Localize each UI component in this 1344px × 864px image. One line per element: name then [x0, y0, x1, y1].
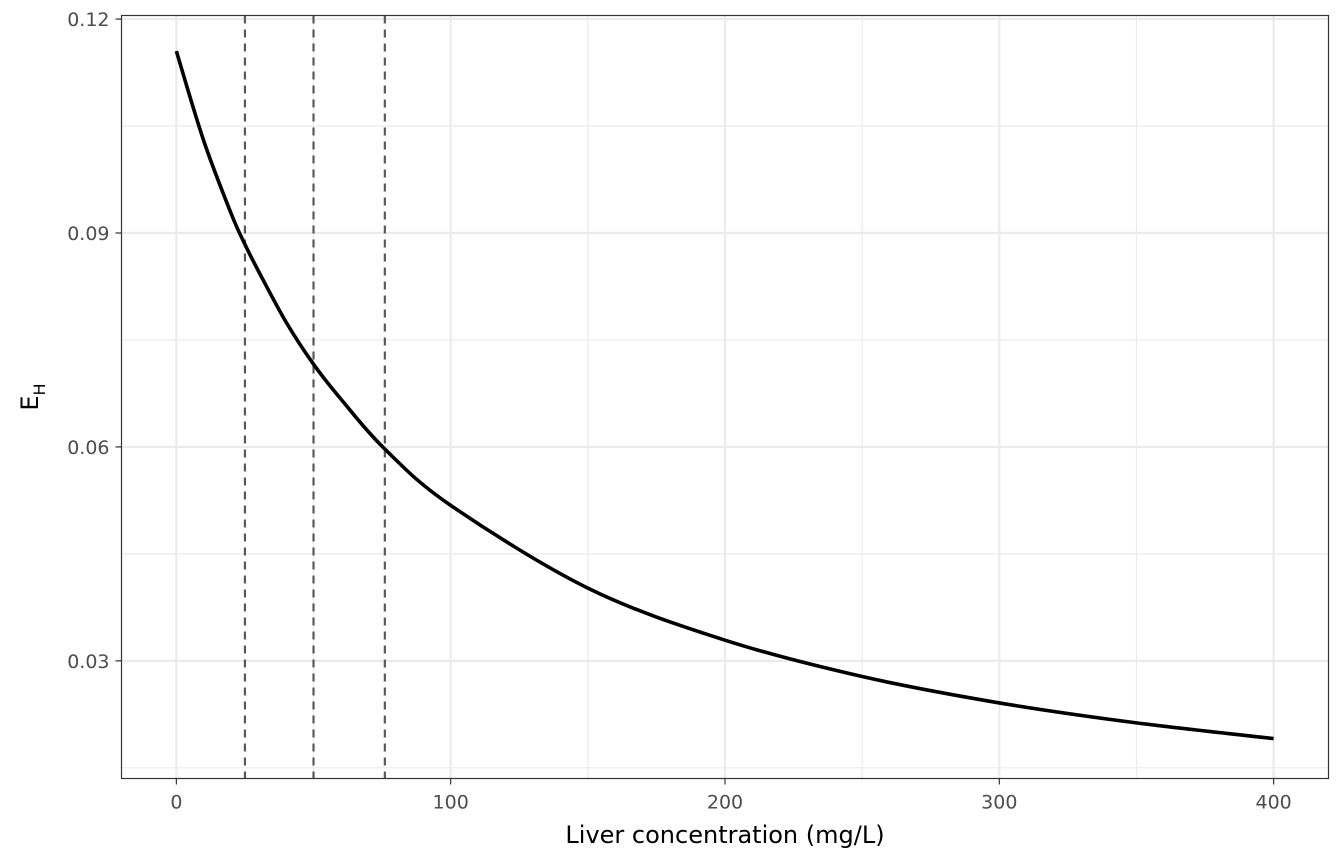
x-tick-label: 100 [433, 792, 469, 814]
reference-lines [243, 15, 386, 779]
axis-ticks [115, 18, 1275, 785]
x-tick-label: 400 [1256, 792, 1292, 814]
y-axis-title: EH [16, 383, 49, 410]
y-axis-title-subscript: H [30, 383, 49, 395]
x-axis-title: Liver concentration (mg/L) [565, 821, 884, 849]
svg-text:EH: EH [16, 383, 49, 410]
y-tick-label: 0.09 [67, 223, 109, 245]
y-tick-label: 0.03 [67, 651, 109, 673]
x-tick-label: 300 [981, 792, 1017, 814]
y-axis-title-main: E [16, 395, 44, 410]
x-tick-label: 200 [707, 792, 743, 814]
x-tick-label: 0 [170, 792, 182, 814]
x-tick-labels: 0 100 200 300 400 [170, 792, 1291, 814]
y-tick-label: 0.12 [67, 9, 109, 31]
major-gridlines [121, 15, 1329, 779]
y-tick-label: 0.06 [67, 437, 109, 459]
series-line [174, 50, 1274, 741]
y-tick-labels: 0.03 0.06 0.09 0.12 [67, 9, 109, 673]
